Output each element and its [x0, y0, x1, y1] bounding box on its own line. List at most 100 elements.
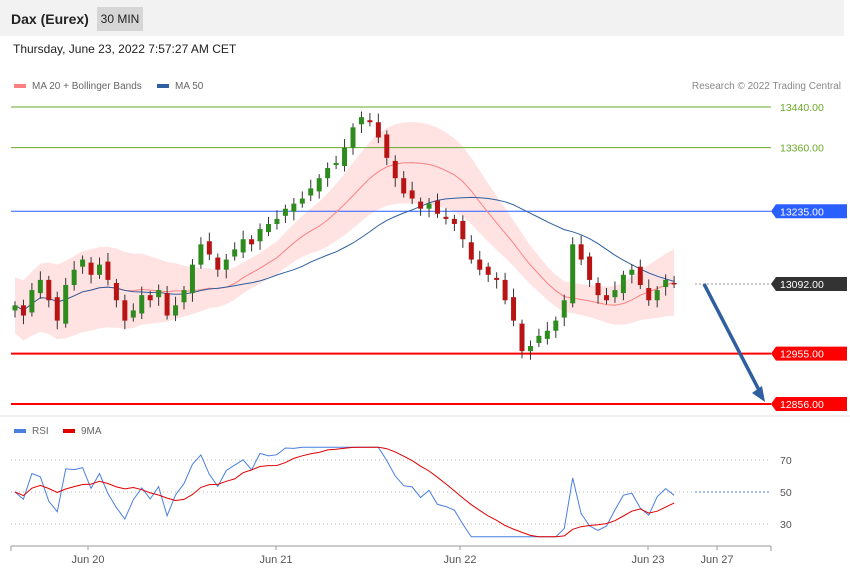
rsi-swatch: [14, 429, 26, 434]
legend-rsi: RSI: [14, 426, 49, 437]
candle-31: [274, 218, 280, 224]
ma9-swatch: [63, 429, 75, 434]
ma20-label: MA 20 + Bollinger Bands: [32, 81, 142, 92]
rsi-tick-1: 50: [780, 487, 792, 499]
candle-16: [147, 295, 153, 301]
timeframe-button[interactable]: 30 MIN: [97, 7, 143, 31]
candle-29: [257, 229, 263, 242]
rsi-line: [14, 446, 675, 538]
candle-9: [88, 262, 94, 275]
legend-9ma: 9MA: [63, 426, 102, 437]
candle-30: [266, 223, 271, 233]
ma50-line: [14, 196, 675, 312]
candle-59: [511, 297, 517, 321]
candle-41: [358, 117, 364, 125]
candle-58: [502, 279, 508, 301]
candle-25: [223, 259, 229, 270]
level-label-0: 13440.00: [780, 102, 824, 114]
candle-54: [468, 242, 474, 260]
candle-50: [435, 200, 440, 214]
candle-28: [249, 239, 255, 245]
x-tick-label-3: Jun 23: [631, 554, 664, 566]
candle-14: [130, 310, 136, 318]
x-tick-label-0: Jun 20: [71, 554, 104, 566]
candle-74: [637, 266, 643, 285]
candle-42: [367, 120, 373, 123]
candle-4: [46, 279, 52, 301]
candle-0: [12, 305, 18, 311]
candle-2: [29, 290, 35, 313]
candle-52: [451, 218, 457, 224]
candle-35: [308, 188, 314, 196]
ma50-swatch: [157, 84, 169, 89]
candle-56: [485, 266, 491, 275]
forecast-arrow-line: [702, 283, 763, 395]
credit-text: Research © 2022 Trading Central: [691, 81, 841, 92]
rsi-tick-2: 30: [780, 519, 792, 531]
candle-64: [553, 320, 559, 331]
candle-3: [37, 279, 43, 294]
candle-68: [587, 256, 593, 280]
candle-78: [671, 282, 677, 285]
candle-26: [232, 249, 238, 257]
candle-43: [375, 122, 381, 138]
forecast-arrow-head: [752, 386, 765, 402]
candle-71: [612, 290, 618, 298]
candle-33: [291, 203, 297, 212]
x-tick-label-4: Jun 27: [700, 554, 733, 566]
candle-53: [460, 220, 466, 240]
candle-15: [139, 295, 145, 314]
candle-61: [527, 346, 533, 352]
candle-51: [443, 216, 449, 219]
rsi-9ma-line: [14, 446, 675, 538]
candle-36: [316, 178, 322, 192]
x-tick-label-1: Jun 21: [259, 554, 292, 566]
candle-46: [401, 178, 407, 194]
candle-49: [426, 203, 432, 209]
level-label-1: 13360.00: [780, 143, 824, 155]
candle-72: [620, 274, 626, 294]
level-label-5: 12856.00: [780, 399, 824, 411]
candle-45: [392, 160, 398, 179]
candle-12: [113, 282, 119, 301]
candle-48: [418, 201, 424, 209]
candle-55: [477, 259, 483, 270]
ma20-swatch: [14, 84, 26, 89]
candle-22: [198, 244, 204, 265]
candle-65: [561, 300, 567, 318]
chart-header: Dax (Eurex) 30 MIN: [0, 0, 844, 36]
legend-ma50: MA 50: [157, 81, 203, 92]
candle-34: [299, 198, 305, 204]
candle-20: [181, 290, 187, 303]
level-badge-3: [771, 276, 847, 291]
level-badge-4: [771, 346, 847, 361]
level-label-2: 13235.00: [780, 206, 824, 218]
candle-19: [173, 305, 179, 316]
candle-63: [544, 330, 550, 339]
candle-8: [80, 259, 86, 267]
candle-24: [215, 257, 221, 270]
candle-40: [350, 127, 356, 148]
candle-10: [97, 264, 102, 275]
level-badge-2: [771, 204, 847, 219]
legend-ma20: MA 20 + Bollinger Bands: [14, 81, 142, 92]
candle-67: [578, 244, 584, 260]
candle-44: [384, 134, 390, 158]
candle-39: [342, 147, 348, 166]
candle-23: [206, 241, 212, 255]
candle-11: [105, 261, 111, 280]
candle-27: [240, 239, 246, 253]
candle-69: [595, 282, 601, 296]
candle-57: [494, 277, 500, 280]
candle-13: [122, 300, 128, 321]
ma9-label: 9MA: [81, 426, 102, 437]
candle-62: [536, 335, 542, 343]
candle-17: [156, 290, 162, 298]
level-label-4: 12955.00: [780, 349, 824, 361]
instrument-title: Dax (Eurex): [11, 11, 89, 27]
candle-70: [604, 295, 609, 301]
candle-38: [333, 162, 339, 165]
bollinger-band: [15, 121, 675, 341]
candle-5: [54, 297, 60, 321]
